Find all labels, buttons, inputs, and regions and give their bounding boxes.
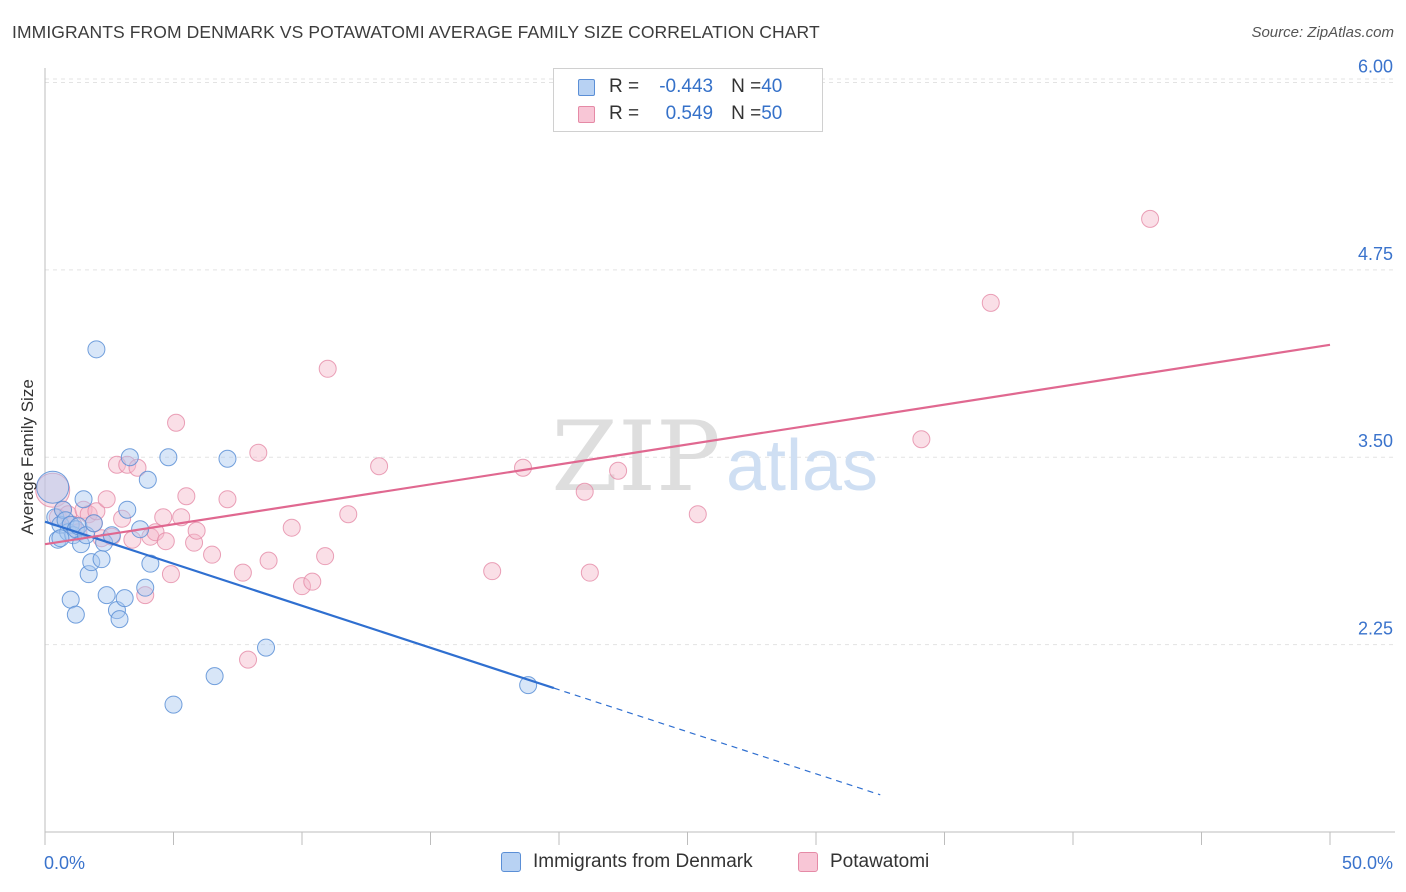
denmark-point [97, 586, 116, 605]
y-tick-label: 4.75 [1358, 244, 1393, 264]
potawatomi-point [113, 509, 132, 528]
watermark-zip: ZIP [551, 401, 720, 513]
denmark-point [92, 550, 111, 569]
x-tick-label-min: 0.0% [44, 853, 85, 873]
axis-layer: 2.25 3.50 4.75 6.00 0.0% 50.0% [44, 56, 1395, 873]
legend-r-label: R = [609, 103, 640, 124]
potawatomi-point [87, 502, 106, 521]
legend-label-denmark: Immigrants from Denmark [533, 851, 753, 872]
potawatomi-trend-line [44, 343, 1331, 546]
potawatomi-point [187, 521, 206, 540]
potawatomi-point [233, 563, 252, 582]
denmark-point [205, 667, 224, 686]
legend-r-label: R = [609, 76, 640, 97]
legend-r-value: -0.443 [659, 76, 714, 97]
potawatomi-point [167, 413, 186, 432]
potawatomi-point [688, 505, 707, 524]
legend-n-label: N = [731, 76, 762, 97]
watermark: ZIP atlas [551, 401, 878, 513]
potawatomi-point [370, 457, 389, 476]
legend-n-value: 50 [761, 103, 783, 124]
potawatomi-point [185, 533, 204, 552]
denmark-point [87, 340, 106, 359]
potawatomi-point [161, 565, 180, 584]
potawatomi-point [316, 547, 335, 566]
denmark-point [66, 605, 85, 624]
y-tick-label: 2.25 [1358, 619, 1393, 639]
potawatomi-point [154, 508, 173, 527]
potawatomi-point [203, 545, 222, 564]
potawatomi-point [156, 532, 175, 551]
potawatomi-point [1141, 209, 1160, 228]
legend-r-value: 0.549 [665, 103, 714, 124]
potawatomi-point [249, 443, 268, 462]
potawatomi-point [580, 563, 599, 582]
denmark-point [257, 638, 276, 657]
potawatomi-point [128, 458, 147, 477]
denmark-points [36, 340, 538, 714]
potawatomi-point [177, 487, 196, 506]
denmark-point [159, 448, 178, 467]
denmark-point [164, 695, 183, 714]
legend-swatch-potawatomi [798, 852, 818, 872]
series-legend: Immigrants from Denmark Potawatomi [0, 851, 1406, 879]
denmark-point [74, 490, 93, 509]
chart-title: IMMIGRANTS FROM DENMARK VS POTAWATOMI AV… [12, 22, 820, 42]
denmark-trend-line [44, 520, 555, 690]
potawatomi-point [282, 518, 301, 537]
potawatomi-point [303, 572, 322, 591]
denmark-trend-extension [553, 687, 881, 796]
legend-n-label: N = [731, 103, 762, 124]
potawatomi-point [239, 650, 258, 669]
denmark-point [138, 470, 157, 489]
legend-row-potawatomi: R = 0.549 N = 50 [578, 101, 782, 127]
y-axis-label: Average Family Size [18, 379, 37, 535]
denmark-point [53, 500, 72, 519]
potawatomi-point [575, 482, 594, 501]
denmark-point [115, 589, 134, 608]
potawatomi-point [483, 562, 502, 581]
potawatomi-point [218, 490, 237, 509]
legend-item-denmark: Immigrants from Denmark [501, 851, 753, 873]
source-label: Source: ZipAtlas.com [1251, 24, 1394, 41]
potawatomi-point [514, 458, 533, 477]
x-tick-label-max: 50.0% [1342, 853, 1393, 873]
potawatomi-point [136, 586, 155, 605]
legend-swatch-denmark [578, 78, 595, 96]
denmark-point [36, 470, 70, 504]
denmark-point [61, 590, 80, 609]
denmark-point [120, 448, 139, 467]
legend-item-potawatomi: Potawatomi [798, 851, 929, 873]
potawatomi-point [35, 472, 71, 508]
y-tick-label: 3.50 [1358, 431, 1393, 451]
legend-label-potawatomi: Potawatomi [830, 851, 930, 872]
watermark-atlas: atlas [726, 426, 878, 506]
potawatomi-point [318, 359, 337, 378]
legend-swatch-denmark [501, 852, 521, 872]
potawatomi-point [912, 430, 931, 449]
denmark-point [136, 578, 155, 597]
legend-n-value: 40 [761, 76, 783, 97]
denmark-point [79, 565, 98, 584]
potawatomi-point [97, 490, 116, 509]
potawatomi-point [981, 293, 1000, 312]
y-tick-label: 6.00 [1358, 56, 1393, 76]
trend-lines [44, 343, 1331, 796]
denmark-point [218, 449, 237, 468]
potawatomi-point [609, 461, 628, 480]
denmark-point [118, 500, 137, 519]
potawatomi-point [118, 455, 137, 474]
correlation-legend: R = -0.443 N = 40 R = 0.549 N = 50 [553, 68, 823, 132]
denmark-point [84, 514, 103, 533]
grid-layer [45, 78, 1395, 646]
legend-row-denmark: R = -0.443 N = 40 [578, 74, 782, 100]
denmark-point [110, 610, 129, 629]
potawatomi-point [259, 551, 278, 570]
potawatomi-point [339, 505, 358, 524]
potawatomi-point [293, 577, 311, 596]
legend-swatch-potawatomi [578, 105, 595, 123]
denmark-point [51, 529, 70, 548]
denmark-point [82, 553, 101, 572]
